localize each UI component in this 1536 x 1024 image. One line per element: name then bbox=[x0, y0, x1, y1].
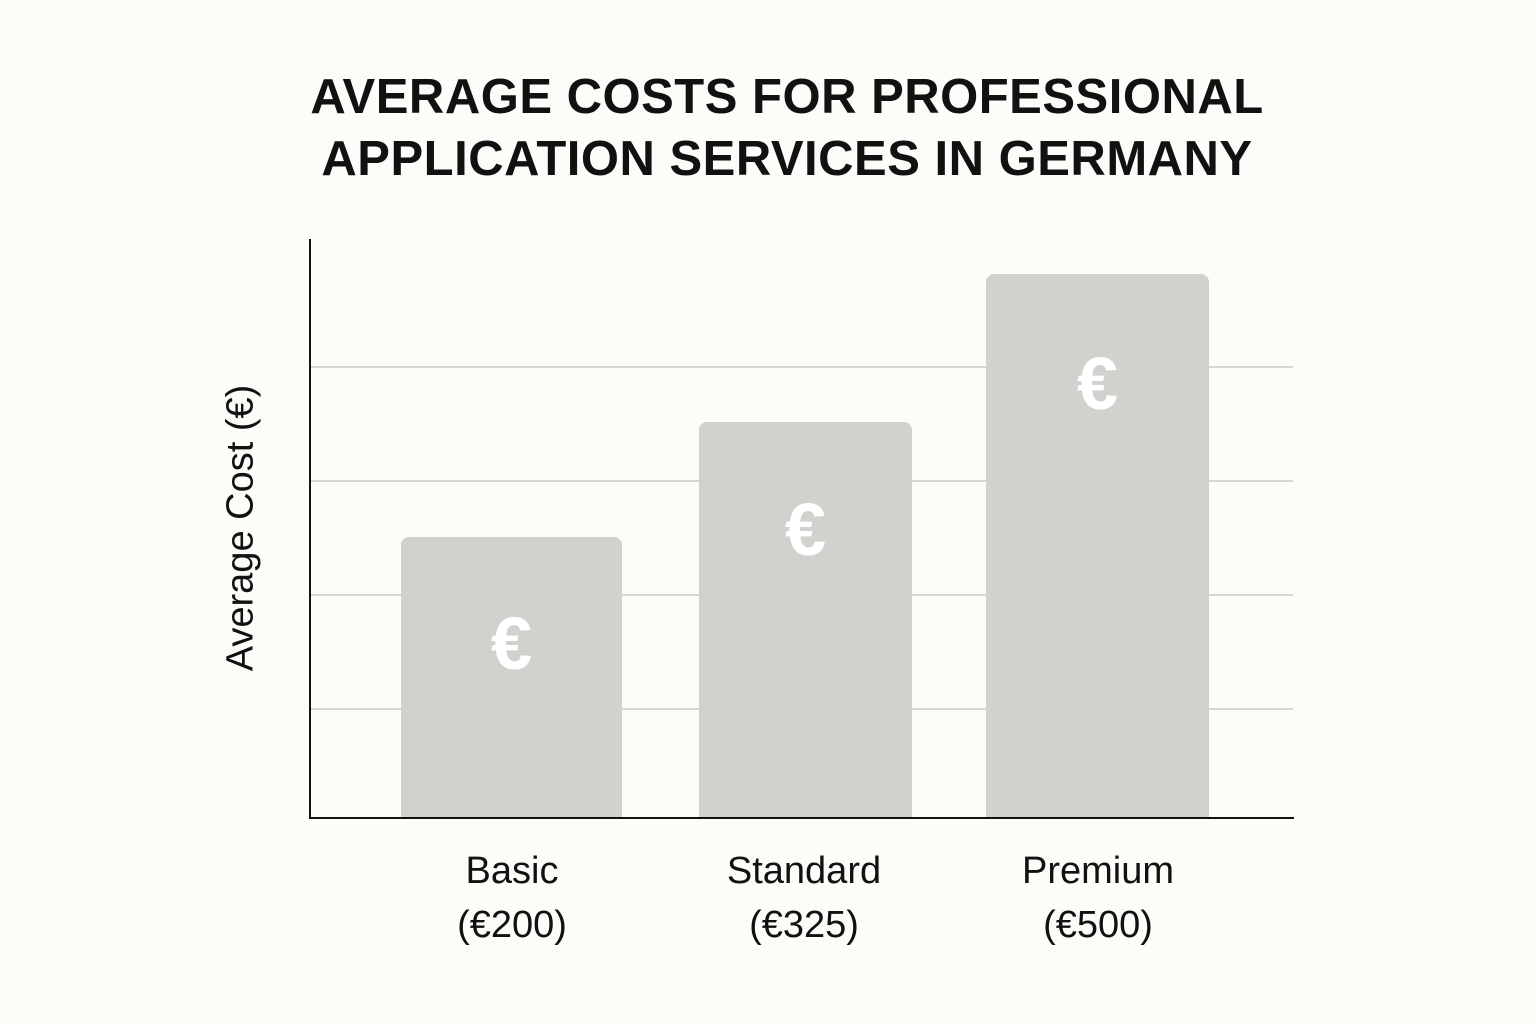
category-price: (€200) bbox=[457, 904, 567, 946]
category-price: (€325) bbox=[749, 904, 859, 946]
chart-title-line-2: APPLICATION SERVICES IN GERMANY bbox=[321, 132, 1253, 186]
category-name: Standard bbox=[726, 850, 882, 892]
euro-icon: € bbox=[1076, 342, 1119, 425]
x-axis bbox=[309, 817, 1294, 819]
bar-standard: € bbox=[699, 422, 912, 818]
y-axis bbox=[309, 239, 311, 819]
chart-title: AVERAGE COSTS FOR PROFESSIONAL APPLICATI… bbox=[0, 66, 1536, 190]
x-tick-label-premium: Premium (€500) bbox=[948, 844, 1248, 952]
x-tick-label-standard: Standard (€325) bbox=[654, 844, 954, 952]
y-axis-label: Average Cost (€) bbox=[219, 384, 262, 672]
euro-icon: € bbox=[784, 488, 827, 571]
chart-title-line-1: AVERAGE COSTS FOR PROFESSIONAL bbox=[310, 70, 1264, 124]
category-price: (€500) bbox=[1043, 904, 1153, 946]
bar-premium: € bbox=[986, 274, 1209, 818]
gridline bbox=[311, 366, 1293, 368]
category-name: Basic bbox=[465, 850, 559, 892]
euro-icon: € bbox=[490, 602, 533, 685]
bar-basic: € bbox=[401, 537, 622, 818]
x-tick-label-basic: Basic (€200) bbox=[362, 844, 662, 952]
category-name: Premium bbox=[1021, 850, 1175, 892]
